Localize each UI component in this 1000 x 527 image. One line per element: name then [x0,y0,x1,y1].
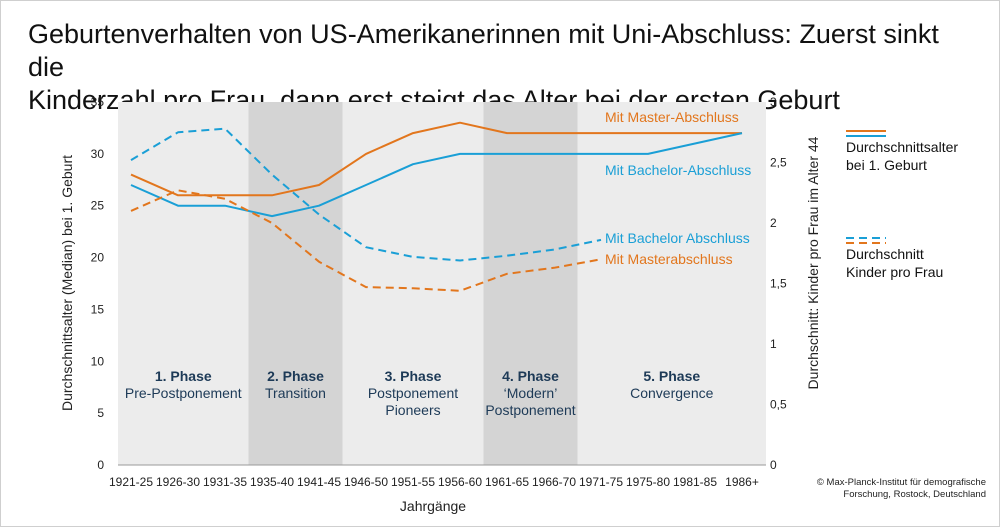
x-tick-label: 1956-60 [438,475,482,489]
legend-dashed-label-1: Durchschnitt [846,246,924,262]
phase-band-3 [342,102,484,465]
x-tick-label: 1961-65 [485,475,529,489]
x-tick-label: 1926-30 [156,475,200,489]
phase-1-label: Pre-Postponement [125,385,242,401]
left-tick-label: 5 [97,406,104,420]
phase-3-number: 3. Phase [385,368,442,384]
right-axis-ticks: 0 0,5 1 1,5 2 2,5 3 [770,95,787,472]
legend-solid-label-1: Durchschnittsalter [846,139,958,155]
series-3-label: Mit Bachelor Abschluss [605,230,750,246]
phase-5-number: 5. Phase [643,368,700,384]
right-tick-label: 2 [770,216,777,230]
x-tick-label: 1971-75 [579,475,623,489]
left-tick-label: 20 [91,251,105,265]
source-note: © Max-Planck-Institut für demografische … [817,477,986,500]
left-tick-label: 25 [91,199,105,213]
right-tick-label: 2,5 [770,156,787,170]
x-axis-ticks: 1921-25 1926-30 1931-35 1935-40 1941-45 1946-… [109,475,759,489]
right-tick-label: 3 [770,95,777,109]
legend-dashed-label-2: Kinder pro Frau [846,264,943,280]
phase-3-label-2: Pioneers [385,402,440,418]
legend: Durchschnittsalter bei 1. Geburt Durchsc… [846,130,958,280]
phase-band-2 [248,102,343,465]
series-2-label: Mit Bachelor-Abschluss [605,162,751,178]
x-tick-label: 1935-40 [250,475,294,489]
x-tick-label: 1951-55 [391,475,435,489]
left-tick-label: 35 [91,95,105,109]
phase-4-label: ‘Modern’ [504,385,558,401]
x-tick-label: 1981-85 [673,475,717,489]
left-tick-label: 15 [91,302,105,316]
phase-band-5 [577,102,766,465]
right-tick-label: 0 [770,458,777,472]
phase-3-label: Postponement [368,385,458,401]
phase-2-number: 2. Phase [267,368,324,384]
x-tick-label: 1966-70 [532,475,576,489]
left-tick-label: 0 [97,458,104,472]
right-tick-label: 1 [770,337,777,351]
left-tick-label: 30 [91,147,105,161]
left-tick-label: 10 [91,354,105,368]
series-1-label: Mit Master-Abschluss [605,109,739,125]
phase-2-label: Transition [265,385,326,401]
series-labels: Mit Master-Abschluss Mit Bachelor-Abschlu… [605,109,751,267]
title-line-1: Geburtenverhalten von US-Amerikanerinnen… [28,19,939,82]
x-tick-label: 1946-50 [344,475,388,489]
source-line-2: Forschung, Rostock, Deutschland [843,489,986,500]
left-axis-ticks: 0 5 10 15 20 25 30 35 [91,95,105,472]
phase-4-label-2: Postponement [485,402,575,418]
right-axis-title: Durchschnitt: Kinder pro Frau im Alter 4… [805,136,821,389]
series-line-4 [130,189,602,292]
series-line-2 [130,132,743,218]
phase-band-1 [118,102,249,465]
legend-solid-label-2: bei 1. Geburt [846,157,927,173]
phase-5-label: Convergence [630,385,713,401]
left-axis-title: Durchschnittsalter (Median) bei 1. Gebur… [59,155,75,411]
x-tick-label: 1921-25 [109,475,153,489]
x-tick-label: 1975-80 [626,475,670,489]
x-axis-title: Jahrgänge [400,498,466,514]
phase-band-4 [483,102,578,465]
right-tick-label: 0,5 [770,398,787,412]
series-4-label: Mit Masterabschluss [605,251,733,267]
series-lines [130,121,743,292]
series-line-1 [130,121,742,197]
source-line-1: © Max-Planck-Institut für demografische [817,477,986,488]
phase-1-number: 1. Phase [155,368,212,384]
x-tick-label: 1931-35 [203,475,247,489]
right-tick-label: 1,5 [770,277,787,291]
phase-4-number: 4. Phase [502,368,559,384]
x-tick-label: 1941-45 [297,475,341,489]
phase-shading [118,102,766,465]
x-tick-label: 1986+ [725,475,759,489]
